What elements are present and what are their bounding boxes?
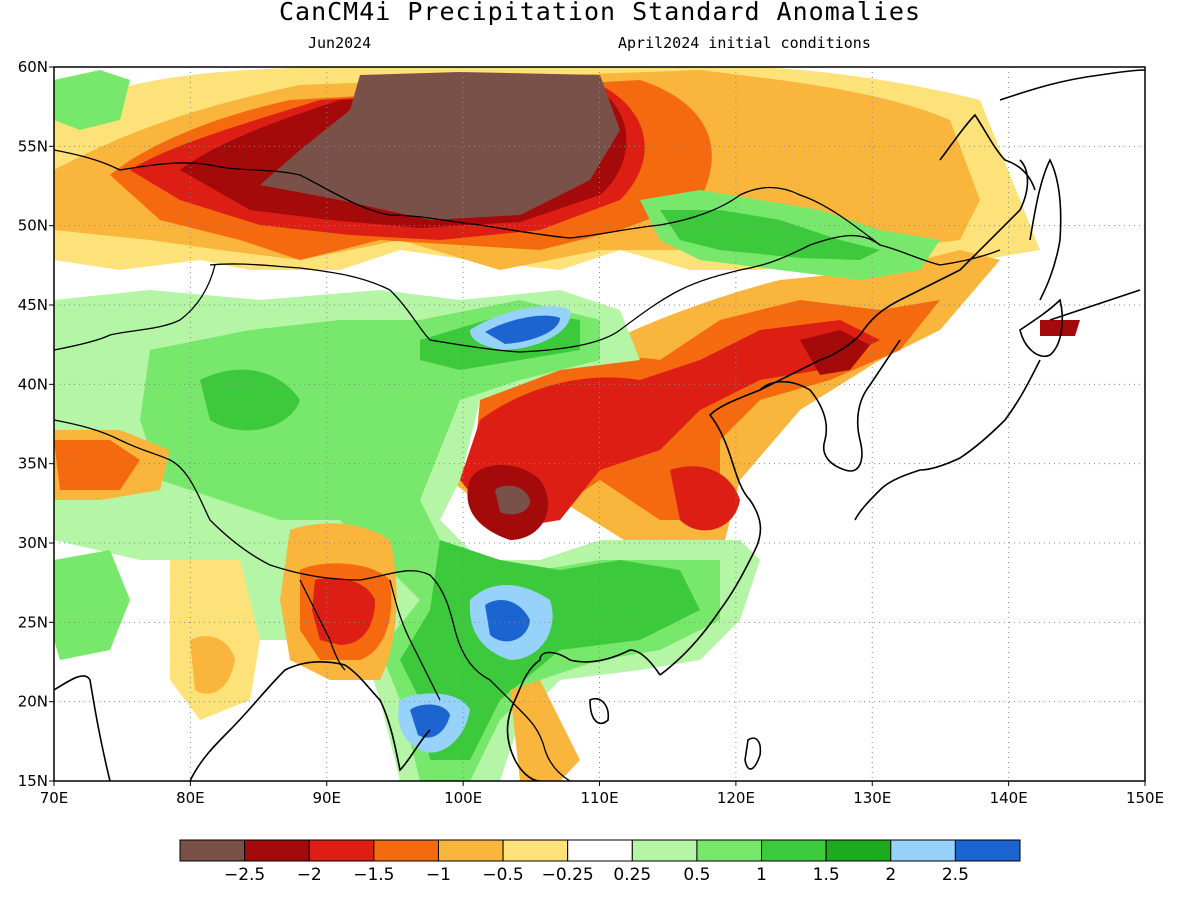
- lat-tick-label: 45N: [18, 296, 48, 314]
- colorbar-label: −2.5: [224, 865, 265, 885]
- lon-tick-label: 100E: [444, 789, 482, 807]
- colorbar-swatch: [696, 839, 763, 862]
- lon-tick-label: 90E: [312, 789, 341, 807]
- colorbar-label: −0.25: [542, 865, 594, 885]
- dry-region-northern-india-2: [54, 440, 140, 490]
- wet-region-central-3: [200, 310, 700, 760]
- dry-region-japan-north: [1040, 320, 1080, 336]
- longitude-axis: 70E 80E 90E 100E 110E 120E 130E 140E 150E: [40, 781, 1164, 807]
- lon-tick-label: 150E: [1126, 789, 1164, 807]
- lat-tick-label: 40N: [18, 375, 48, 393]
- wet-region-southwest-core: [485, 600, 530, 642]
- forecast-month: Jun2024: [308, 34, 372, 52]
- colorbar-swatch: [890, 839, 956, 862]
- lon-tick-label: 70E: [40, 789, 69, 807]
- dry-region-east-china: [670, 466, 740, 531]
- colorbar-swatch: [761, 839, 827, 862]
- colorbar-swatch: [631, 839, 698, 862]
- colorbar-label: 2.5: [942, 865, 969, 885]
- colorbar-label: 0.25: [613, 865, 651, 885]
- lon-tick-label: 140E: [990, 789, 1028, 807]
- dry-region-sichuan-core: [495, 485, 530, 515]
- colorbar-swatch: [308, 839, 375, 862]
- colorbar-swatch: [373, 839, 439, 862]
- dry-region-central-india-2: [190, 636, 235, 694]
- lon-tick-label: 120E: [717, 789, 755, 807]
- dry-region-bangladesh-core: [312, 577, 375, 645]
- colorbar-swatch: [179, 839, 246, 862]
- wet-region-india-west: [54, 550, 130, 660]
- colorbar-swatch: [825, 839, 892, 862]
- wet-region-northwest: [54, 70, 130, 130]
- colorbar-swatch: [244, 839, 310, 862]
- colorbar-label: 1: [756, 865, 767, 885]
- lon-tick-label: 80E: [176, 789, 205, 807]
- colorbar-label: 0.5: [683, 865, 710, 885]
- lat-tick-label: 15N: [18, 772, 48, 790]
- lat-tick-label: 35N: [18, 455, 48, 473]
- colorbar-label: −1.5: [353, 865, 394, 885]
- dry-region-northeast-3: [460, 320, 880, 530]
- initial-conditions: April2024 initial conditions: [618, 34, 871, 52]
- latitude-axis: 15N 20N 25N 30N 35N 40N 45N 50N 55N 60N: [18, 58, 54, 790]
- wet-region-burma-core: [410, 704, 450, 738]
- lat-tick-label: 25N: [18, 613, 48, 631]
- lon-tick-label: 130E: [853, 789, 891, 807]
- lat-tick-label: 60N: [18, 58, 48, 76]
- wet-region-manchuria-2: [660, 210, 880, 260]
- colorbar: −2.5 −2 −1.5 −1 −0.5 −0.25 0.25 0.5 1 1.5 2 2.5: [179, 839, 1021, 885]
- colorbar-label: −0.5: [482, 865, 523, 885]
- dry-region-indochina: [510, 680, 580, 781]
- coastlines: [54, 69, 1145, 781]
- colorbar-swatch: [567, 839, 633, 862]
- wet-region-mongolia-core-2: [485, 315, 560, 344]
- anomaly-field: [54, 67, 1145, 781]
- lat-tick-label: 20N: [18, 693, 48, 711]
- borders: [54, 149, 1001, 781]
- colorbar-swatch: [437, 839, 504, 862]
- lon-tick-label: 110E: [580, 789, 618, 807]
- lat-tick-label: 30N: [18, 534, 48, 552]
- colorbar-label: 1.5: [813, 865, 840, 885]
- colorbar-label: −2: [297, 865, 322, 885]
- lat-tick-label: 55N: [18, 137, 48, 155]
- colorbar-swatch: [954, 839, 1021, 862]
- colorbar-label: −1: [426, 865, 451, 885]
- map-title: CanCM4i Precipitation Standard Anomalies: [278, 0, 922, 26]
- colorbar-swatch: [502, 839, 569, 862]
- colorbar-label: 2: [885, 865, 896, 885]
- lat-tick-label: 50N: [18, 217, 48, 235]
